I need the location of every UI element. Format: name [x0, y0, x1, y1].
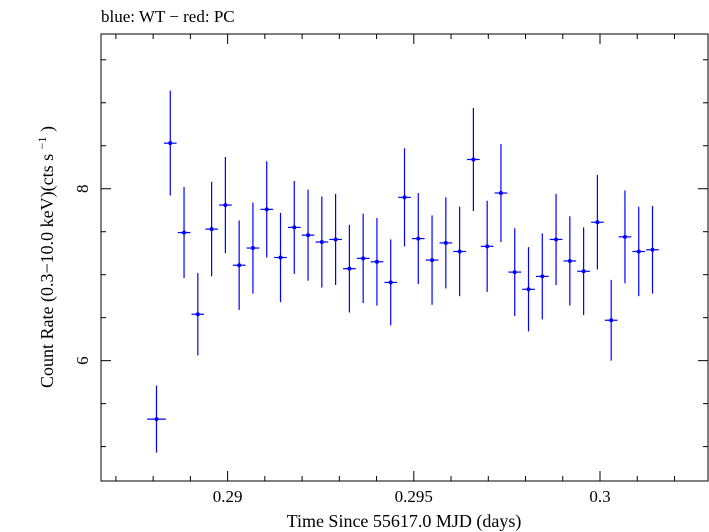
point-marker: [264, 207, 269, 212]
data-point: [287, 180, 301, 274]
x-tick-label: 0.29: [213, 487, 243, 506]
data-point: [147, 385, 166, 453]
data-point: [563, 216, 577, 306]
data-point: [163, 90, 177, 196]
point-marker: [485, 244, 490, 249]
data-point: [205, 181, 218, 277]
point-marker: [622, 234, 627, 239]
point-marker: [581, 269, 586, 274]
point-marker: [209, 227, 214, 232]
data-point: [315, 196, 329, 288]
data-point: [329, 193, 342, 286]
data-point: [246, 202, 260, 294]
point-marker: [402, 195, 407, 200]
x-tick-label: 0.3: [589, 487, 610, 506]
point-marker: [361, 256, 366, 261]
point-marker: [416, 236, 421, 241]
point-marker: [636, 249, 641, 254]
point-marker: [250, 246, 255, 251]
point-marker: [237, 263, 242, 268]
point-marker: [333, 237, 338, 242]
point-marker: [195, 312, 200, 317]
data-series: [147, 90, 659, 453]
data-point: [508, 228, 522, 316]
point-marker: [223, 203, 228, 208]
point-marker: [182, 230, 187, 235]
chart-title: blue: WT − red: PC: [101, 7, 235, 26]
data-point: [646, 205, 659, 294]
point-marker: [650, 247, 655, 252]
data-point: [494, 144, 508, 243]
y-axis-ticks: [101, 59, 708, 448]
data-point: [535, 233, 549, 320]
point-marker: [388, 280, 393, 285]
data-point: [191, 272, 205, 356]
point-marker: [430, 258, 435, 263]
data-point: [384, 239, 398, 326]
data-point: [591, 174, 604, 270]
x-axis-ticks: [115, 34, 675, 481]
plot-frame: [100, 33, 709, 482]
point-marker: [347, 266, 352, 271]
point-marker: [609, 318, 614, 323]
y-tick-label: 6: [73, 356, 92, 365]
data-point: [618, 190, 632, 284]
data-point: [577, 227, 590, 316]
data-point: [398, 148, 411, 247]
point-marker: [498, 191, 503, 196]
y-axis-label-superscript: −1: [35, 137, 49, 150]
point-marker: [154, 417, 159, 422]
x-axis-label: Time Since 55617.0 MJD (days): [287, 511, 522, 532]
data-point: [301, 189, 315, 281]
data-point: [274, 212, 287, 303]
data-point: [453, 206, 466, 297]
data-point: [439, 197, 453, 289]
data-point: [260, 161, 274, 258]
y-axis-tick-labels: 68: [73, 184, 92, 364]
point-marker: [540, 274, 545, 279]
y-axis-label-main: Count Rate (0.3−10.0 keV)(cts s: [37, 154, 58, 388]
data-point: [177, 187, 191, 279]
point-marker: [567, 258, 572, 263]
point-marker: [457, 249, 462, 254]
data-point: [370, 217, 384, 306]
point-marker: [374, 259, 379, 264]
point-marker: [306, 233, 311, 238]
data-point: [480, 200, 494, 292]
point-marker: [443, 240, 448, 245]
point-marker: [168, 141, 173, 146]
x-tick-label: 0.295: [395, 487, 433, 506]
data-point: [343, 224, 356, 313]
point-marker: [319, 240, 324, 245]
point-marker: [512, 270, 517, 275]
point-marker: [471, 157, 476, 162]
data-point: [411, 193, 425, 285]
y-axis-label-close: ): [37, 126, 58, 132]
data-point: [467, 107, 480, 212]
data-point: [522, 247, 535, 332]
point-marker: [526, 287, 531, 292]
data-point: [632, 206, 646, 297]
point-marker: [292, 225, 297, 230]
point-marker: [554, 237, 559, 242]
data-point: [232, 220, 246, 310]
x-axis-tick-labels: 0.29 0.295 0.3: [213, 487, 611, 506]
data-point: [219, 156, 232, 254]
data-point: [604, 279, 618, 361]
y-axis-label: Count Rate (0.3−10.0 keV)(cts s −1 ): [30, 126, 58, 388]
y-tick-label: 8: [73, 184, 92, 193]
data-point: [356, 213, 370, 304]
data-point: [425, 215, 439, 305]
data-point: [549, 193, 563, 286]
point-marker: [278, 255, 283, 260]
point-marker: [595, 220, 600, 225]
